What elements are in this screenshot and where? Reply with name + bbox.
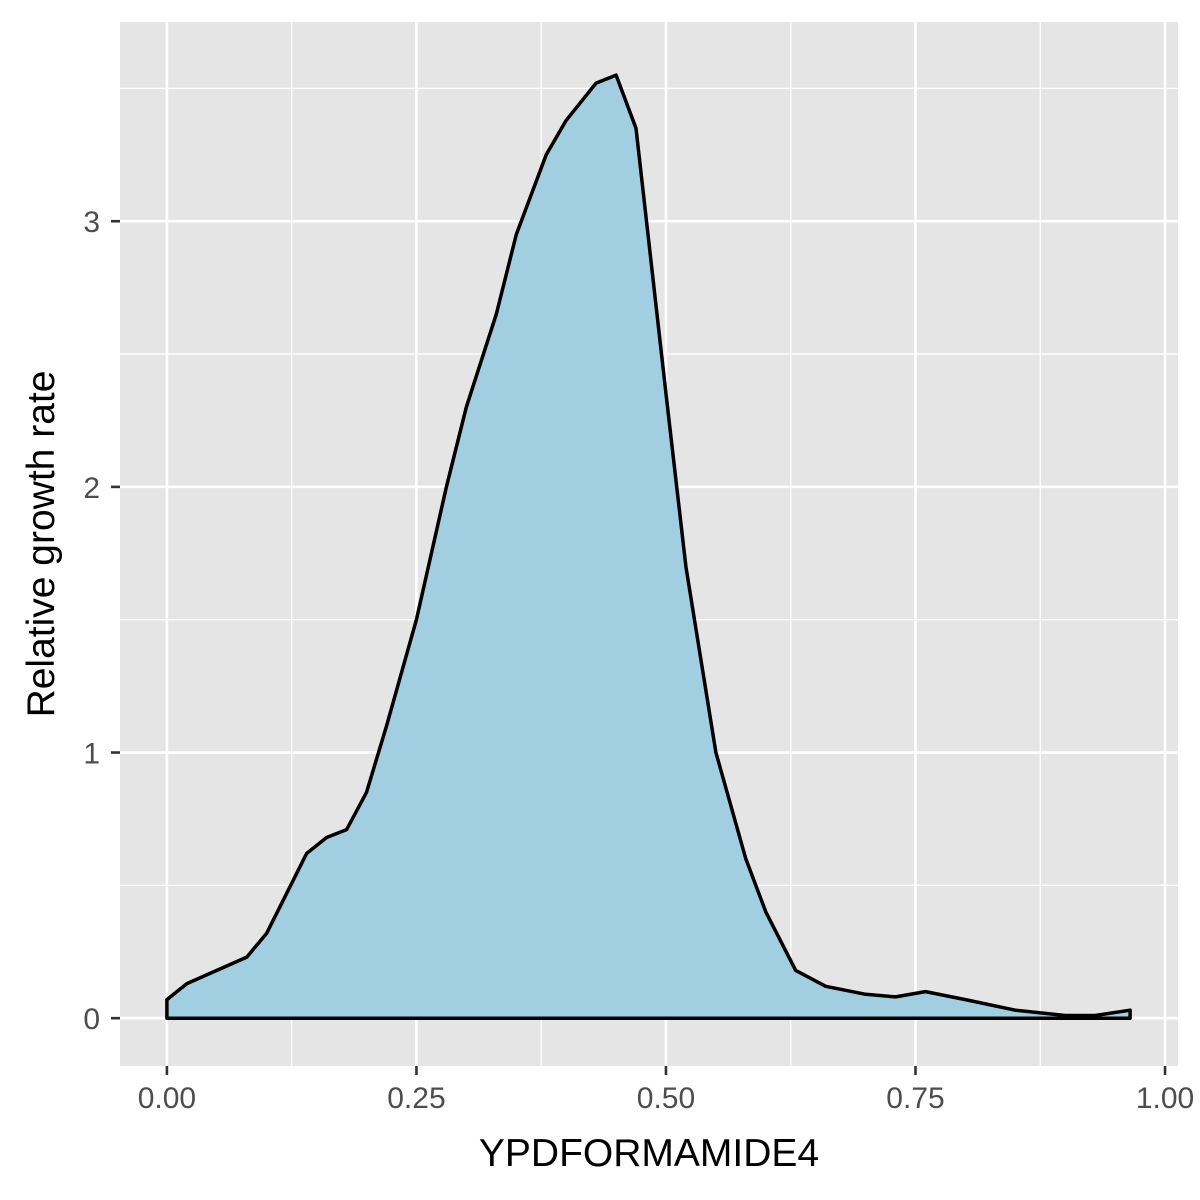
- y-tick-label: 0: [83, 1003, 100, 1036]
- y-tick-label: 1: [83, 738, 100, 771]
- x-tick-label: 0.00: [138, 1082, 196, 1115]
- y-axis-title: Relative growth rate: [20, 371, 63, 718]
- x-axis-ticks: 0.00 0.25 0.50 0.75 1.00: [138, 1066, 1194, 1115]
- x-tick-label: 0.25: [387, 1082, 445, 1115]
- x-axis-title: YPDFORMAMIDE4: [479, 1132, 819, 1175]
- y-axis-ticks: 0 1 2 3: [83, 206, 120, 1036]
- density-series: [165, 73, 1132, 1020]
- density-area: [165, 73, 1132, 1020]
- y-tick-label: 2: [83, 472, 100, 505]
- x-tick-label: 0.75: [886, 1082, 944, 1115]
- x-tick-label: 0.50: [637, 1082, 695, 1115]
- y-tick-label: 3: [83, 206, 100, 239]
- x-tick-label: 1.00: [1136, 1082, 1194, 1115]
